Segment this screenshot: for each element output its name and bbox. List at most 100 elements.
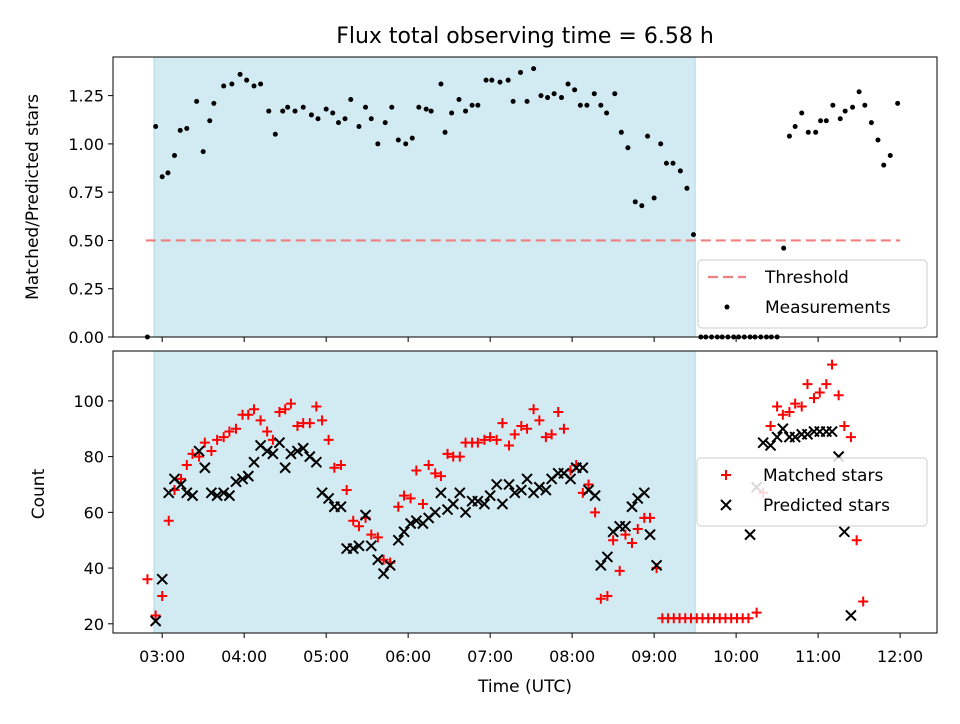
matched-star-point — [218, 432, 229, 443]
top-y-tick-label: 0.00 — [68, 328, 104, 347]
x-tick-label: 10:00 — [713, 647, 759, 666]
predicted-star-point — [447, 498, 459, 510]
matched-star-point — [821, 379, 832, 390]
x-tick-label: 08:00 — [549, 647, 595, 666]
predicted-star-point — [211, 489, 223, 502]
predicted-star-point — [377, 567, 390, 580]
matched-star-point — [472, 437, 483, 448]
top-legend: Threshold Measurements — [697, 259, 928, 329]
predicted-star-point — [236, 473, 249, 485]
measurement-point — [266, 108, 272, 114]
predicted-star-point — [435, 487, 447, 499]
predicted-star-point — [650, 559, 663, 571]
measurement-point — [584, 102, 590, 108]
measurement-point — [285, 104, 291, 110]
matched-star-point — [784, 407, 795, 418]
matched-star-point — [546, 429, 557, 440]
matched-star-point — [212, 434, 223, 445]
matched-star-point — [163, 515, 174, 526]
measurement-point — [323, 106, 329, 112]
measurement-point — [463, 108, 469, 114]
measurement-point — [781, 245, 787, 251]
matched-star-point — [341, 485, 352, 496]
measurement-point — [483, 77, 489, 83]
measurement-point — [818, 118, 824, 124]
bottom-y-tick-label: 80 — [84, 448, 104, 467]
predicted-star-point — [589, 489, 601, 502]
matched-star-point — [329, 462, 340, 473]
measurement-point — [618, 129, 624, 135]
predicted-star-point — [540, 484, 552, 496]
matched-star-point — [181, 459, 192, 470]
measurement-point — [177, 127, 183, 133]
matched-star-point — [393, 501, 404, 512]
x-tick-label: 09:00 — [631, 647, 677, 666]
matched-star-point — [583, 479, 594, 490]
predicted-star-point — [638, 487, 651, 499]
x-tick-label: 03:00 — [139, 647, 185, 666]
measurement-point — [632, 199, 638, 205]
predicted-star-point — [845, 609, 857, 622]
measurement-point — [335, 120, 341, 126]
top-y-tick-label: 0.75 — [68, 183, 104, 202]
matched-star-point — [372, 532, 383, 543]
predicted-star-point — [484, 489, 496, 502]
x-tick-label: 04:00 — [221, 647, 267, 666]
predicted-star-point — [285, 448, 297, 460]
measurement-point — [389, 104, 395, 110]
predicted-star-point — [454, 487, 466, 499]
measurement-point — [237, 71, 243, 77]
matched-star-point — [405, 493, 416, 504]
predicted-star-point — [175, 478, 187, 491]
predicted-star-point — [404, 517, 417, 530]
measurement-point — [792, 124, 798, 130]
matched-star-point — [378, 554, 389, 565]
matched-star-point — [311, 401, 322, 412]
matched-star-point — [802, 379, 813, 390]
measurement-point — [438, 81, 444, 87]
matched-star-point — [479, 434, 490, 445]
measurement-point — [489, 77, 495, 83]
matched-star-point — [423, 459, 434, 470]
predicted-star-point — [205, 487, 218, 499]
matched-star-point — [839, 420, 850, 431]
matched-star-point — [833, 390, 844, 401]
predicted-star-point — [491, 478, 503, 491]
measurement-point — [677, 168, 683, 174]
matched-star-point — [430, 468, 441, 479]
legend-box — [696, 457, 928, 527]
top-y-tick-label: 0.25 — [68, 280, 104, 299]
matched-star-point — [645, 512, 656, 523]
measurement-point — [545, 95, 551, 101]
measurement-point — [813, 129, 819, 135]
x-axis-label: Time (UTC) — [477, 677, 572, 697]
measurement-point — [475, 102, 481, 108]
predicted-star-point — [217, 487, 230, 499]
matched-star-point — [614, 565, 625, 576]
predicted-star-point — [521, 473, 533, 485]
bottom-panel: 20 40 60 80 100 03:00 04:00 05:00 06:00 07:00 08:0… — [73, 350, 938, 666]
bottom-y-axis-label: Count — [29, 468, 49, 519]
predicted-star-point — [353, 540, 365, 552]
predicted-star-point — [199, 462, 211, 474]
measurement-point — [837, 116, 843, 122]
matched-star-point — [335, 459, 346, 470]
measurement-point — [850, 104, 856, 110]
predicted-star-point — [310, 456, 323, 468]
predicted-star-point — [322, 492, 335, 505]
measurement-point — [577, 102, 583, 108]
measurement-point — [382, 120, 388, 126]
measurement-point — [403, 141, 409, 147]
plot-layer: 0.00 0.25 0.50 0.75 1.00 1.25 Threshold Measure… — [68, 56, 938, 666]
measurement-point — [251, 83, 257, 89]
predicted-star-point — [503, 478, 515, 491]
matched-star-point — [516, 420, 527, 431]
measurement-point — [651, 195, 657, 201]
matched-star-point — [274, 407, 285, 418]
measurement-point — [300, 104, 306, 110]
legend-matched-label: Matched stars — [763, 466, 883, 486]
matched-star-point — [157, 590, 168, 601]
measurement-point — [842, 108, 848, 114]
matched-star-point — [417, 498, 428, 509]
